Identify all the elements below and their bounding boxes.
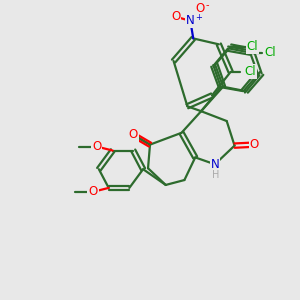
Text: O: O [196,2,205,15]
Text: N: N [186,14,195,27]
Text: Cl: Cl [264,46,276,59]
Text: H: H [212,170,220,180]
Text: N: N [211,158,219,171]
Text: O: O [129,128,138,141]
Text: Cl: Cl [244,65,256,78]
Text: O: O [250,138,259,151]
Text: O: O [92,140,101,153]
Text: O: O [88,185,98,198]
Text: Cl: Cl [247,40,258,53]
Text: O: O [171,10,180,23]
Text: -: - [205,0,208,10]
Text: +: + [195,13,202,22]
